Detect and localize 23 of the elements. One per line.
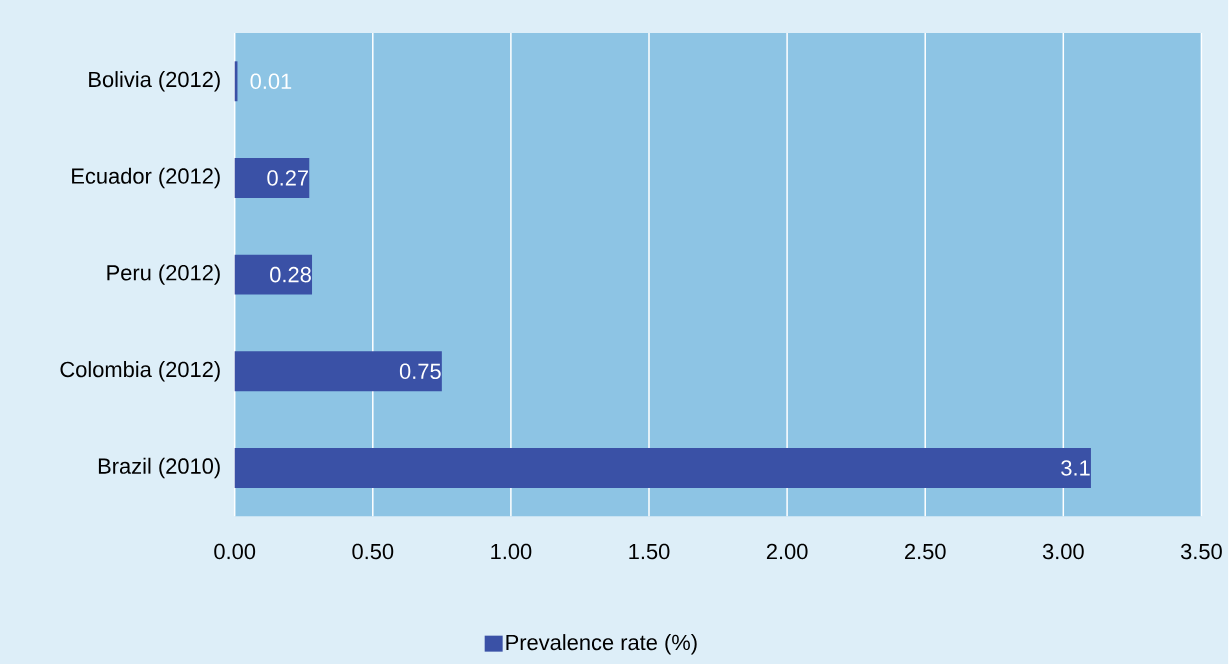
x-tick-label: 3.00 — [1042, 543, 1084, 560]
x-tick-label: 1.50 — [629, 543, 670, 560]
data-label: 0.27 — [267, 170, 308, 186]
x-tick-label: 3.50 — [1180, 543, 1222, 560]
legend-label: Prevalence rate (%) — [506, 634, 697, 655]
bar — [234, 447, 1091, 488]
x-tick-label: 2.50 — [905, 543, 946, 560]
y-tick-label: Brazil (2010) — [98, 457, 220, 479]
bar — [234, 351, 442, 392]
y-tick-label: Bolivia (2012) — [89, 71, 220, 92]
y-tick-label: Colombia (2012) — [60, 361, 220, 382]
x-tick-label: 0.00 — [214, 543, 256, 560]
bar — [234, 254, 313, 295]
x-tick-label: 0.50 — [352, 543, 394, 560]
x-tick-label: 1.00 — [491, 543, 532, 560]
y-tick-label: Ecuador (2012) — [72, 167, 220, 189]
data-label: 3.1 — [1061, 460, 1090, 476]
bar — [234, 157, 310, 198]
data-label: 0.01 — [250, 73, 292, 89]
x-tick-label: 2.00 — [766, 543, 808, 560]
y-tick-label: Peru (2012) — [107, 264, 220, 285]
data-label: 0.28 — [270, 266, 311, 283]
data-label: 0.75 — [399, 363, 441, 380]
